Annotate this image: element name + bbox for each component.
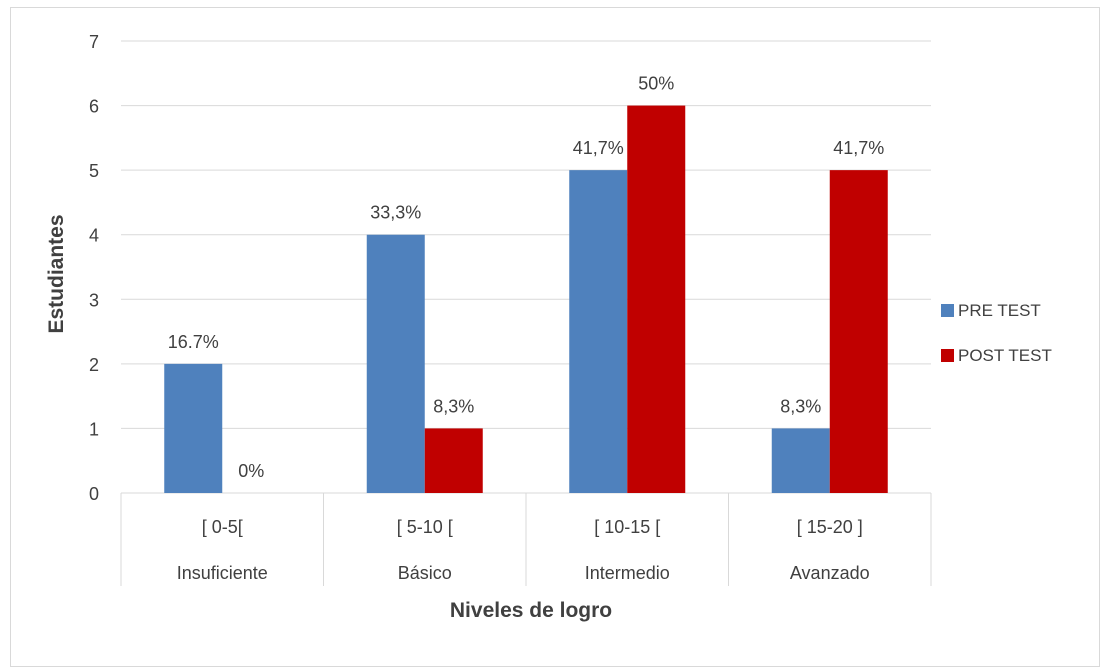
legend: PRE TEST POST TEST [941,301,1052,365]
legend-swatch [941,304,954,317]
y-axis-title: Estudiantes [45,214,68,333]
x-axis-title: Niveles de logro [450,599,612,622]
x-tick-label-level: Intermedio [585,563,670,583]
bar-pre-test [366,234,425,493]
data-label-post-test: 41,7% [833,138,884,158]
y-tick-label: 0 [89,484,99,504]
y-tick-label: 7 [89,32,99,52]
x-tick-label-range: [ 5-10 [ [397,517,453,537]
axes: 0 1 2 3 4 5 6 7 [ 0-5[ Insuficiente [ 5-10 [ Básico… [89,32,932,586]
legend-label: POST TEST [958,346,1052,365]
data-label-pre-test: 8,3% [780,396,821,416]
data-labels: 16.7% 33,3% 41,7% 8,3% 0% 8,3% 50% 41,7% [168,74,885,481]
data-label-post-test: 0% [238,461,264,481]
y-tick-label: 3 [89,290,99,310]
data-label-pre-test: 16.7% [168,332,219,352]
gridlines [121,40,931,429]
data-label-post-test: 50% [638,74,674,94]
legend-swatch [941,349,954,362]
data-label-pre-test: 33,3% [370,203,421,223]
data-label-pre-test: 41,7% [573,138,624,158]
bar-post-test [829,170,888,493]
y-tick-label: 5 [89,161,99,181]
y-tick-label: 6 [89,97,99,117]
bar-pre-test [164,363,223,493]
x-tick-label-level: Básico [398,563,452,583]
x-tick-label-range: [ 10-15 [ [594,517,660,537]
bar-pre-test [771,428,830,493]
bars [164,105,888,494]
x-tick-label-range: [ 0-5[ [202,517,243,537]
y-tick-label: 2 [89,355,99,375]
x-tick-label-level: Insuficiente [177,563,268,583]
x-tick-label-range: [ 15-20 ] [797,517,863,537]
data-label-post-test: 8,3% [433,396,474,416]
chart-frame: 0 1 2 3 4 5 6 7 [ 0-5[ Insuficiente [ 5-10 [ Básico… [10,7,1100,667]
y-tick-label: 1 [89,419,99,439]
bar-pre-test [569,170,628,493]
bar-chart: 0 1 2 3 4 5 6 7 [ 0-5[ Insuficiente [ 5-10 [ Básico… [45,32,1052,622]
legend-label: PRE TEST [958,301,1041,320]
bar-post-test [627,105,686,494]
bar-post-test [424,428,483,493]
y-tick-label: 4 [89,226,99,246]
x-tick-label-level: Avanzado [790,563,870,583]
